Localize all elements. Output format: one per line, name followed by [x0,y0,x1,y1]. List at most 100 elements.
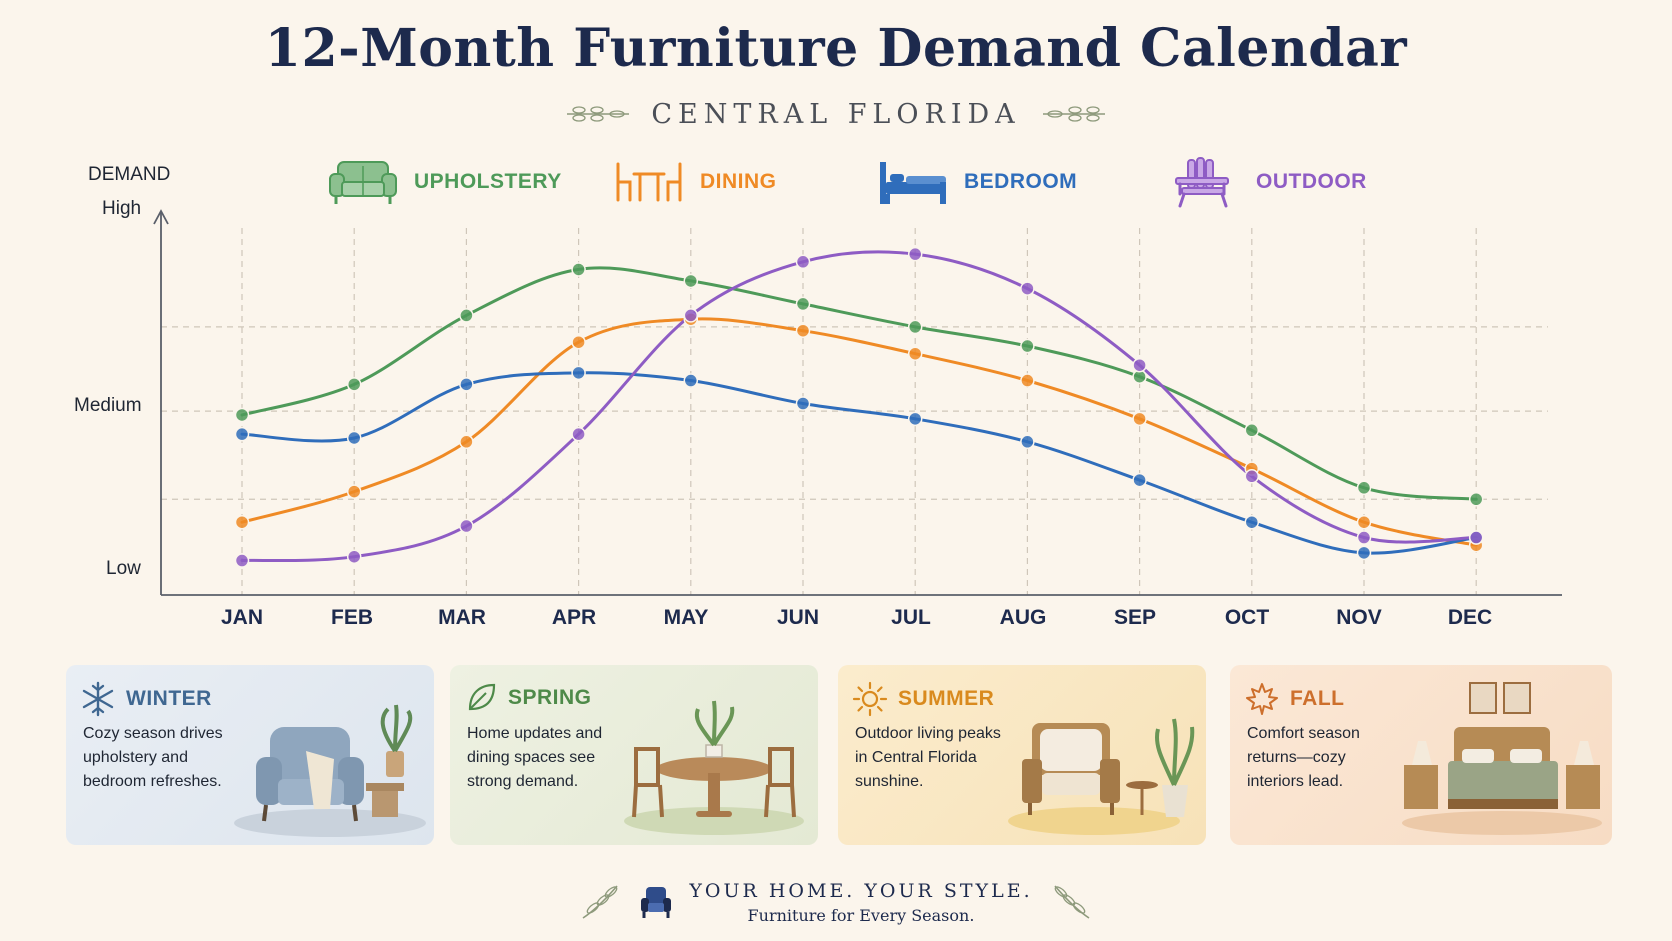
legend-outdoor: OUTDOOR [1168,156,1367,208]
season-name: SUMMER [898,687,995,710]
chart-axes [153,209,1562,596]
adirondack-chair-icon [1175,157,1229,208]
data-point-upholstery [1468,492,1484,507]
sprig-left-icon [567,106,630,122]
data-point-dining [1356,514,1372,530]
data-point-outdoor [1132,357,1147,373]
legend-label: UPHOLSTERY [414,170,562,193]
data-point-dining [1020,373,1035,388]
data-point-outdoor [795,254,811,270]
x-tick-label: DEC [1447,606,1493,629]
data-point-outdoor [683,308,699,323]
x-tick-label: JUL [891,606,931,629]
data-point-dining [795,323,811,338]
data-point-upholstery [907,319,923,335]
legend-dining: DINING [612,156,777,208]
legend-label: OUTDOOR [1256,170,1367,193]
armchair-icon [641,887,672,918]
season-description: Comfort season returns—cozy interiors le… [1247,725,1360,790]
data-point-bedroom [907,411,923,427]
dining-set-icon [616,162,682,202]
armchair-scene-icon [234,704,426,837]
data-point-upholstery [1356,480,1372,496]
season-card-spring: SPRING Home updates and dining spaces se… [450,665,818,845]
demand-line-chart [153,209,1562,596]
bedroom-scene-icon [1402,682,1602,835]
footer: YOUR HOME. YOUR STYLE. Furniture for Eve… [0,872,1672,932]
data-point-dining [571,334,586,350]
data-point-outdoor [1244,469,1260,484]
data-point-bedroom [346,430,362,446]
data-point-outdoor [346,549,362,564]
sun-icon [852,681,888,717]
series-line-upholstery [240,266,1478,501]
x-tick-label: MAY [663,606,709,629]
data-point-upholstery [346,377,362,392]
data-point-upholstery [234,407,250,423]
season-card-winter: WINTER Cozy season drives upholstery and… [66,665,434,845]
snowflake-icon [82,681,114,717]
y-label-low: Low [106,558,141,579]
series-line-dining [240,317,1478,547]
data-point-outdoor [459,518,474,534]
data-point-bedroom [1132,472,1147,488]
data-point-dining [234,514,250,530]
x-tick-label: MAR [438,606,486,629]
sprig-right-icon [1054,885,1090,919]
season-name: FALL [1290,687,1345,710]
leaf-icon [468,683,496,711]
data-point-upholstery [683,273,699,289]
x-tick-label: SEP [1113,606,1157,629]
data-point-outdoor [234,553,250,568]
data-point-upholstery [795,296,811,312]
data-point-outdoor [1356,530,1372,545]
x-tick-label: AUG [999,606,1047,629]
footer-subtagline: Furniture for Every Season. [747,905,975,925]
maple-leaf-icon [1246,683,1278,715]
series-line-outdoor [240,250,1478,563]
data-point-dining [346,484,362,499]
data-point-outdoor [1020,281,1035,296]
data-point-outdoor [1468,530,1484,545]
data-point-dining [1132,411,1147,427]
data-point-bedroom [1244,514,1260,530]
season-name: SPRING [508,686,592,709]
data-point-bedroom [795,396,811,411]
x-tick-label: FEB [331,606,373,629]
data-point-upholstery [1244,423,1260,438]
data-point-upholstery [459,308,474,323]
subtitle-row: CENTRAL FLORIDA [0,94,1672,134]
data-point-outdoor [571,426,586,442]
x-tick-label: NOV [1336,606,1382,629]
season-card-fall: FALL Comfort season returns—cozy interio… [1230,665,1612,845]
sprig-left-icon [582,885,618,919]
data-point-bedroom [234,426,250,442]
legend-upholstery: UPHOLSTERY [326,156,562,208]
season-name: WINTER [126,687,212,710]
series-line-bedroom [240,371,1478,555]
x-tick-label: APR [551,606,597,629]
bed-icon [880,162,946,204]
x-tick-label: JUN [776,606,819,629]
data-point-upholstery [571,262,586,277]
season-description: Home updates and dining spaces see stron… [467,725,603,790]
y-label-high: High [102,198,142,219]
x-tick-label: JAN [220,606,263,629]
page-subtitle: CENTRAL FLORIDA [651,98,1021,130]
legend-label: BEDROOM [964,170,1078,193]
data-point-bedroom [459,377,474,392]
season-card-summer: SUMMER Outdoor living peaks in Central F… [838,665,1206,845]
patio-chair-scene-icon [1008,718,1195,835]
sprig-right-icon [1042,106,1105,122]
season-description: Outdoor living peaks in Central Florida … [855,725,1001,790]
data-point-bedroom [1020,434,1035,450]
dining-scene-icon [624,700,804,835]
page-title: 12-Month Furniture Demand Calendar [264,18,1408,79]
x-tick-label: OCT [1224,606,1270,629]
data-point-upholstery [1020,338,1035,354]
sofa-icon [329,161,397,204]
footer-tagline: YOUR HOME. YOUR STYLE. [689,879,1033,902]
data-point-dining [459,434,474,450]
y-label-medium: Medium [74,395,142,416]
season-description: Cozy season drives upholstery and bedroo… [83,725,223,790]
